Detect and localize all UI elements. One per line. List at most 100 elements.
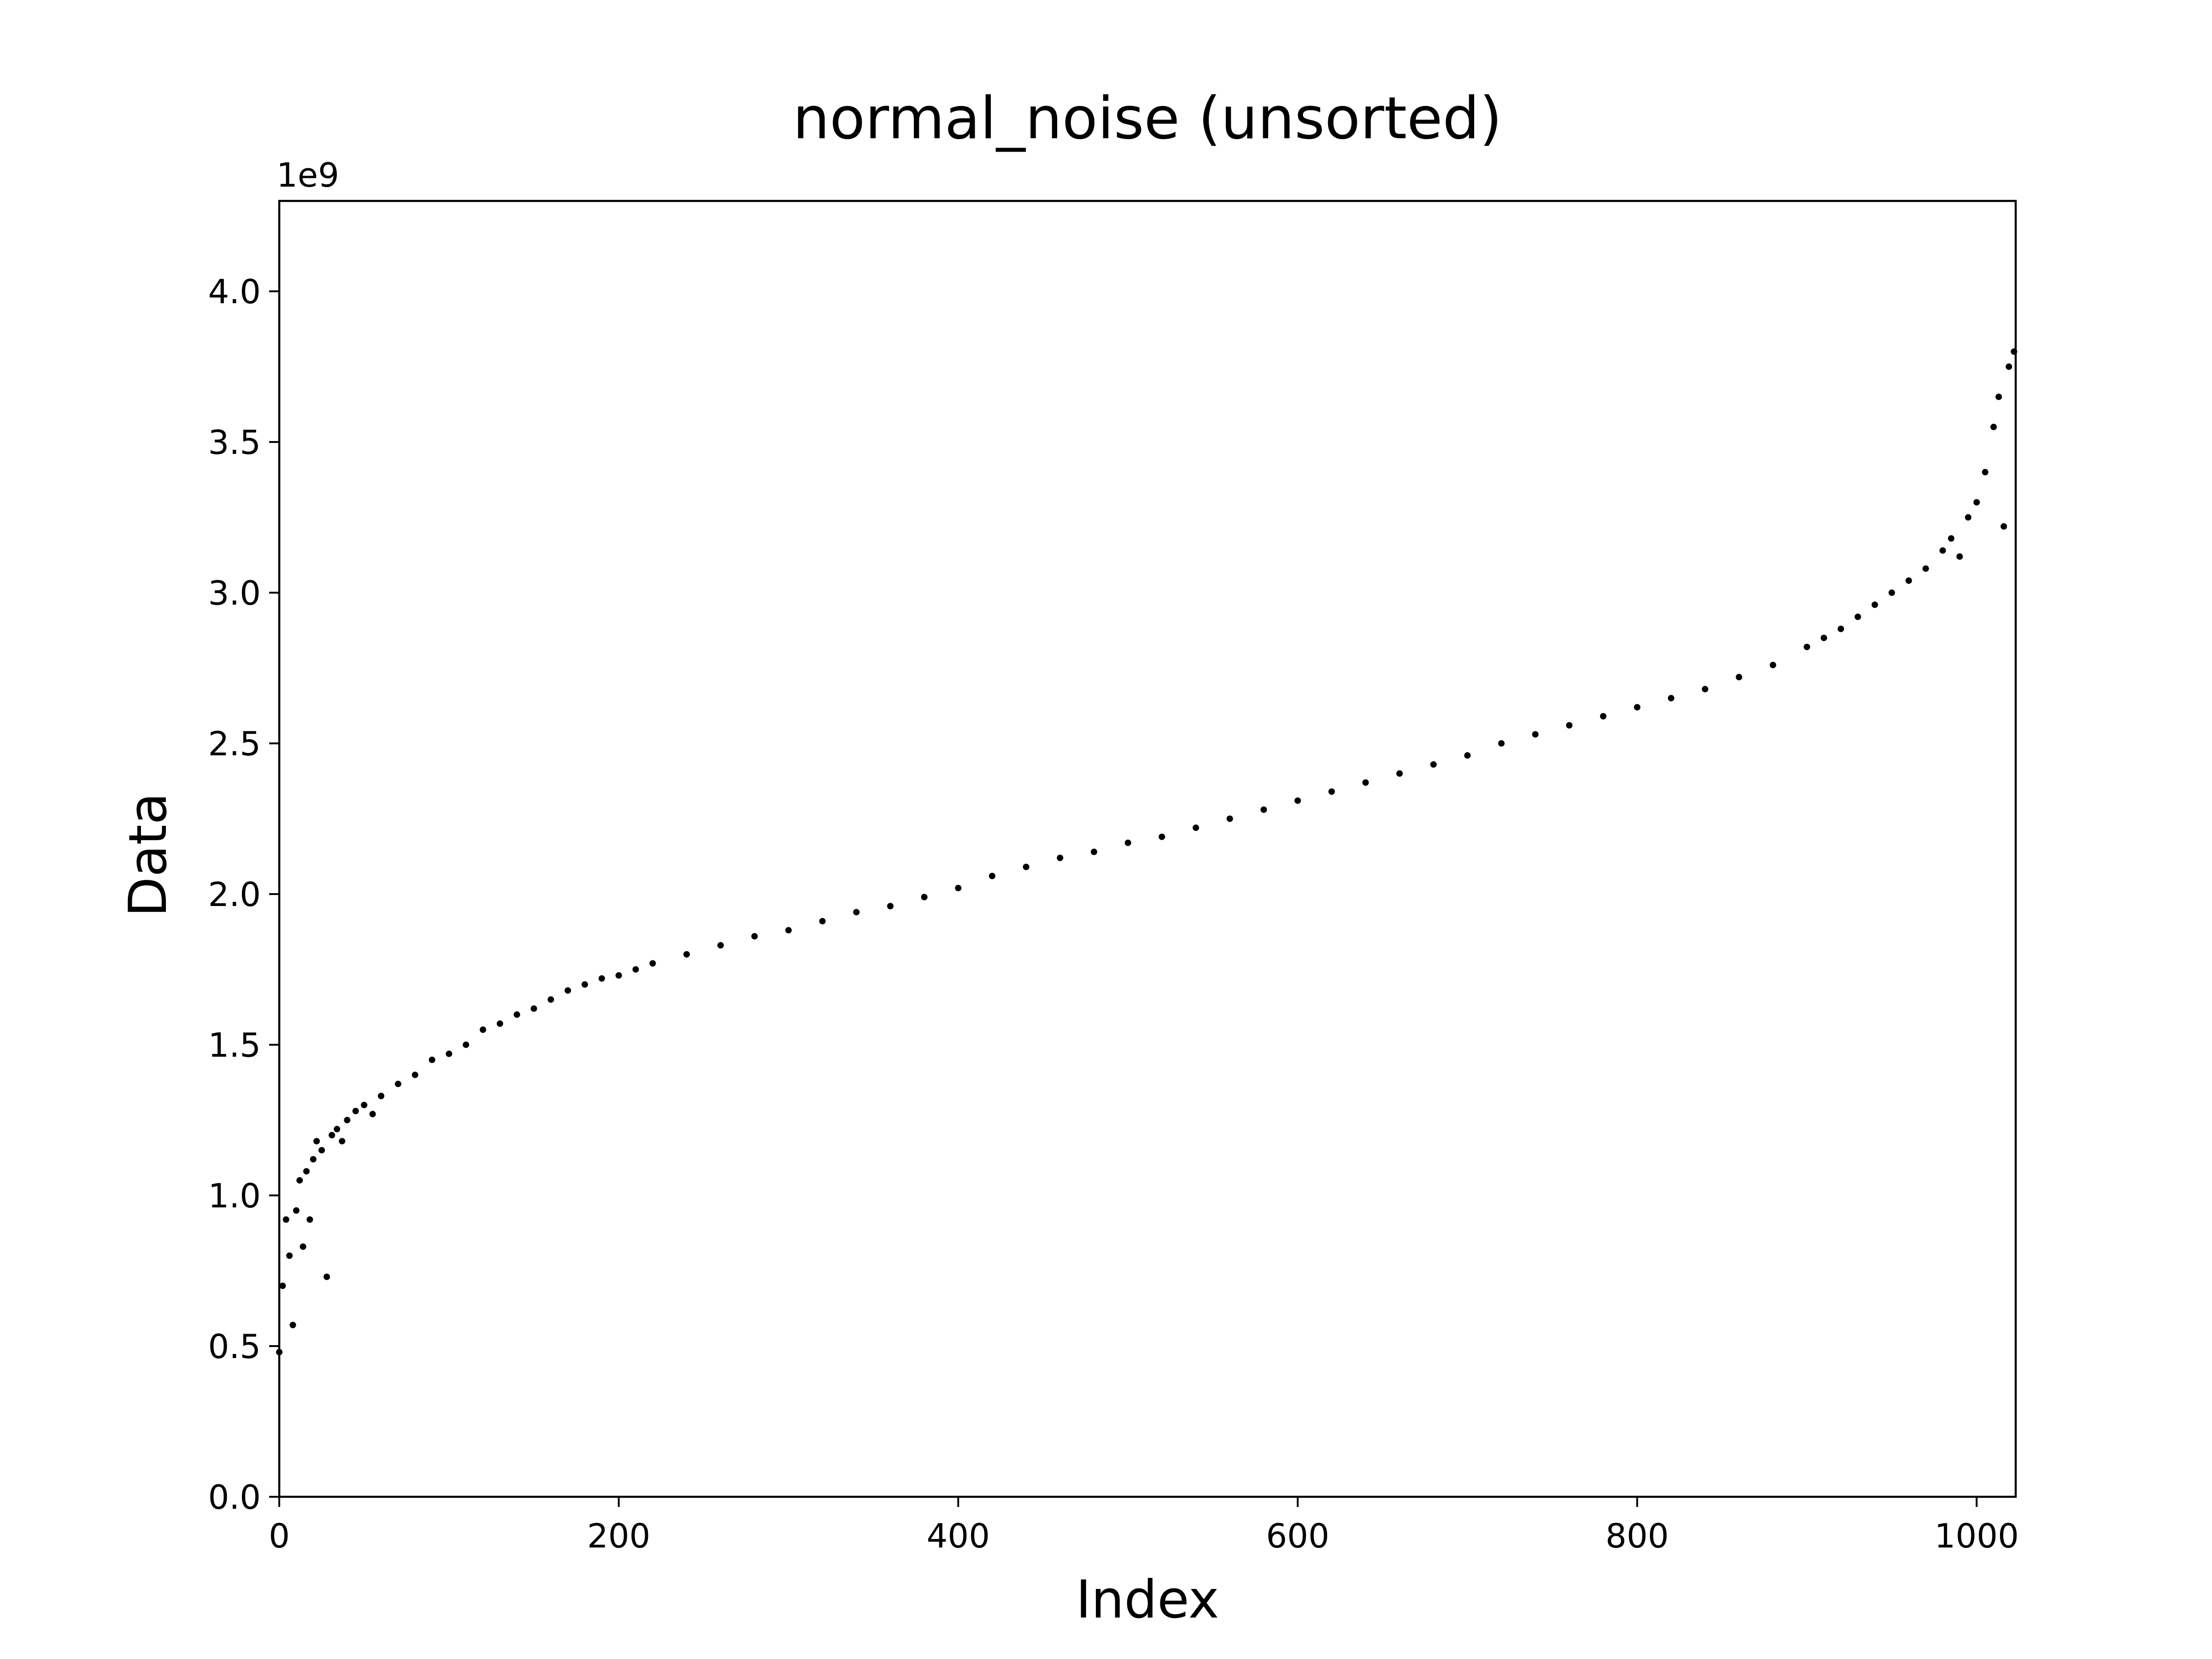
data-point — [1854, 613, 1861, 620]
y-axis-offset-label: 1e9 — [276, 156, 339, 194]
data-point — [1294, 797, 1301, 804]
data-point — [1735, 674, 1742, 681]
data-point — [1634, 704, 1641, 711]
data-point — [496, 1020, 503, 1027]
plot-frame — [278, 200, 2017, 1498]
data-point — [479, 1026, 486, 1033]
data-point — [324, 1273, 330, 1280]
data-point — [463, 1041, 470, 1048]
data-point — [581, 981, 588, 988]
data-point — [1990, 424, 1997, 430]
data-point — [1600, 713, 1606, 720]
data-point — [429, 1056, 435, 1063]
y-tick-label: 4.0 — [208, 272, 261, 311]
data-point — [1057, 854, 1064, 861]
data-points — [276, 348, 2018, 1356]
data-point — [1192, 824, 1199, 831]
data-point — [377, 1093, 384, 1100]
data-point — [683, 951, 690, 958]
data-point — [1905, 577, 1912, 584]
data-point — [1090, 848, 1097, 855]
data-point — [1922, 565, 1929, 572]
data-point — [296, 1177, 303, 1184]
data-point — [1770, 662, 1777, 669]
data-point — [1328, 788, 1335, 795]
data-point — [361, 1101, 368, 1108]
data-point — [303, 1168, 310, 1175]
data-point — [306, 1216, 313, 1223]
data-point — [1701, 686, 1708, 693]
y-tick-label: 2.0 — [208, 875, 261, 914]
data-point — [1430, 761, 1437, 768]
data-point — [513, 1011, 520, 1018]
data-point — [785, 927, 792, 934]
data-point — [1948, 535, 1955, 542]
data-point — [2000, 523, 2007, 530]
data-point — [310, 1156, 317, 1163]
data-point — [988, 872, 995, 879]
data-point — [1837, 625, 1844, 632]
x-tick-label: 1000 — [1935, 1517, 2019, 1555]
data-point — [547, 996, 554, 1003]
data-point — [921, 894, 928, 900]
data-point — [1820, 635, 1827, 641]
data-point — [1260, 806, 1267, 813]
data-point — [1939, 547, 1946, 554]
x-tick-label: 800 — [1606, 1517, 1669, 1555]
data-point — [1566, 722, 1573, 729]
data-point — [1803, 643, 1810, 650]
y-tick-label: 0.5 — [208, 1327, 261, 1366]
data-point — [1973, 499, 1980, 506]
data-point — [352, 1107, 359, 1114]
data-point — [334, 1126, 341, 1133]
data-point — [1023, 864, 1030, 871]
data-point — [339, 1138, 346, 1145]
x-tick-label: 600 — [1266, 1517, 1329, 1555]
y-tick-label: 3.0 — [208, 574, 261, 612]
data-point — [412, 1071, 418, 1078]
data-point — [446, 1050, 453, 1057]
data-point — [344, 1117, 351, 1124]
data-point — [279, 1282, 286, 1289]
data-point — [1888, 589, 1895, 596]
chart-title: normal_noise (unsorted) — [793, 84, 1502, 152]
data-point — [887, 903, 894, 910]
data-point — [1124, 839, 1131, 846]
data-point — [1965, 514, 1971, 521]
data-point — [1871, 601, 1878, 608]
data-point — [300, 1243, 306, 1250]
data-point — [853, 909, 860, 916]
y-tick-label: 0.0 — [208, 1478, 261, 1517]
data-point — [313, 1138, 320, 1145]
data-point — [649, 960, 656, 967]
y-tick-label: 1.0 — [208, 1177, 261, 1215]
data-point — [1159, 833, 1165, 840]
x-tick-label: 400 — [927, 1517, 990, 1555]
x-tick-label: 200 — [587, 1517, 650, 1555]
data-point — [1532, 731, 1539, 738]
data-point — [1464, 752, 1471, 759]
data-point — [1995, 394, 2002, 400]
data-point — [286, 1252, 293, 1259]
y-tick-label: 2.5 — [208, 724, 261, 763]
data-point — [819, 918, 826, 924]
data-point — [751, 933, 758, 940]
data-point — [369, 1111, 376, 1118]
data-point — [289, 1322, 296, 1329]
data-point — [615, 972, 622, 979]
axis-ticks: 0 200 400 600 800 1000 0.0 0.5 1.0 1.5 2.0 2.5 3.0 3.… — [208, 272, 2018, 1555]
data-point — [1226, 815, 1233, 822]
data-point — [1362, 779, 1369, 786]
data-point — [1982, 469, 1988, 476]
data-point — [2006, 363, 2012, 370]
x-axis-label: Index — [1076, 1569, 1219, 1630]
data-point — [717, 942, 724, 949]
data-point — [1498, 740, 1505, 747]
data-point — [329, 1132, 335, 1139]
data-point — [282, 1216, 289, 1223]
x-tick-label: 0 — [269, 1517, 290, 1555]
data-point — [530, 1005, 537, 1012]
data-point — [955, 885, 962, 892]
